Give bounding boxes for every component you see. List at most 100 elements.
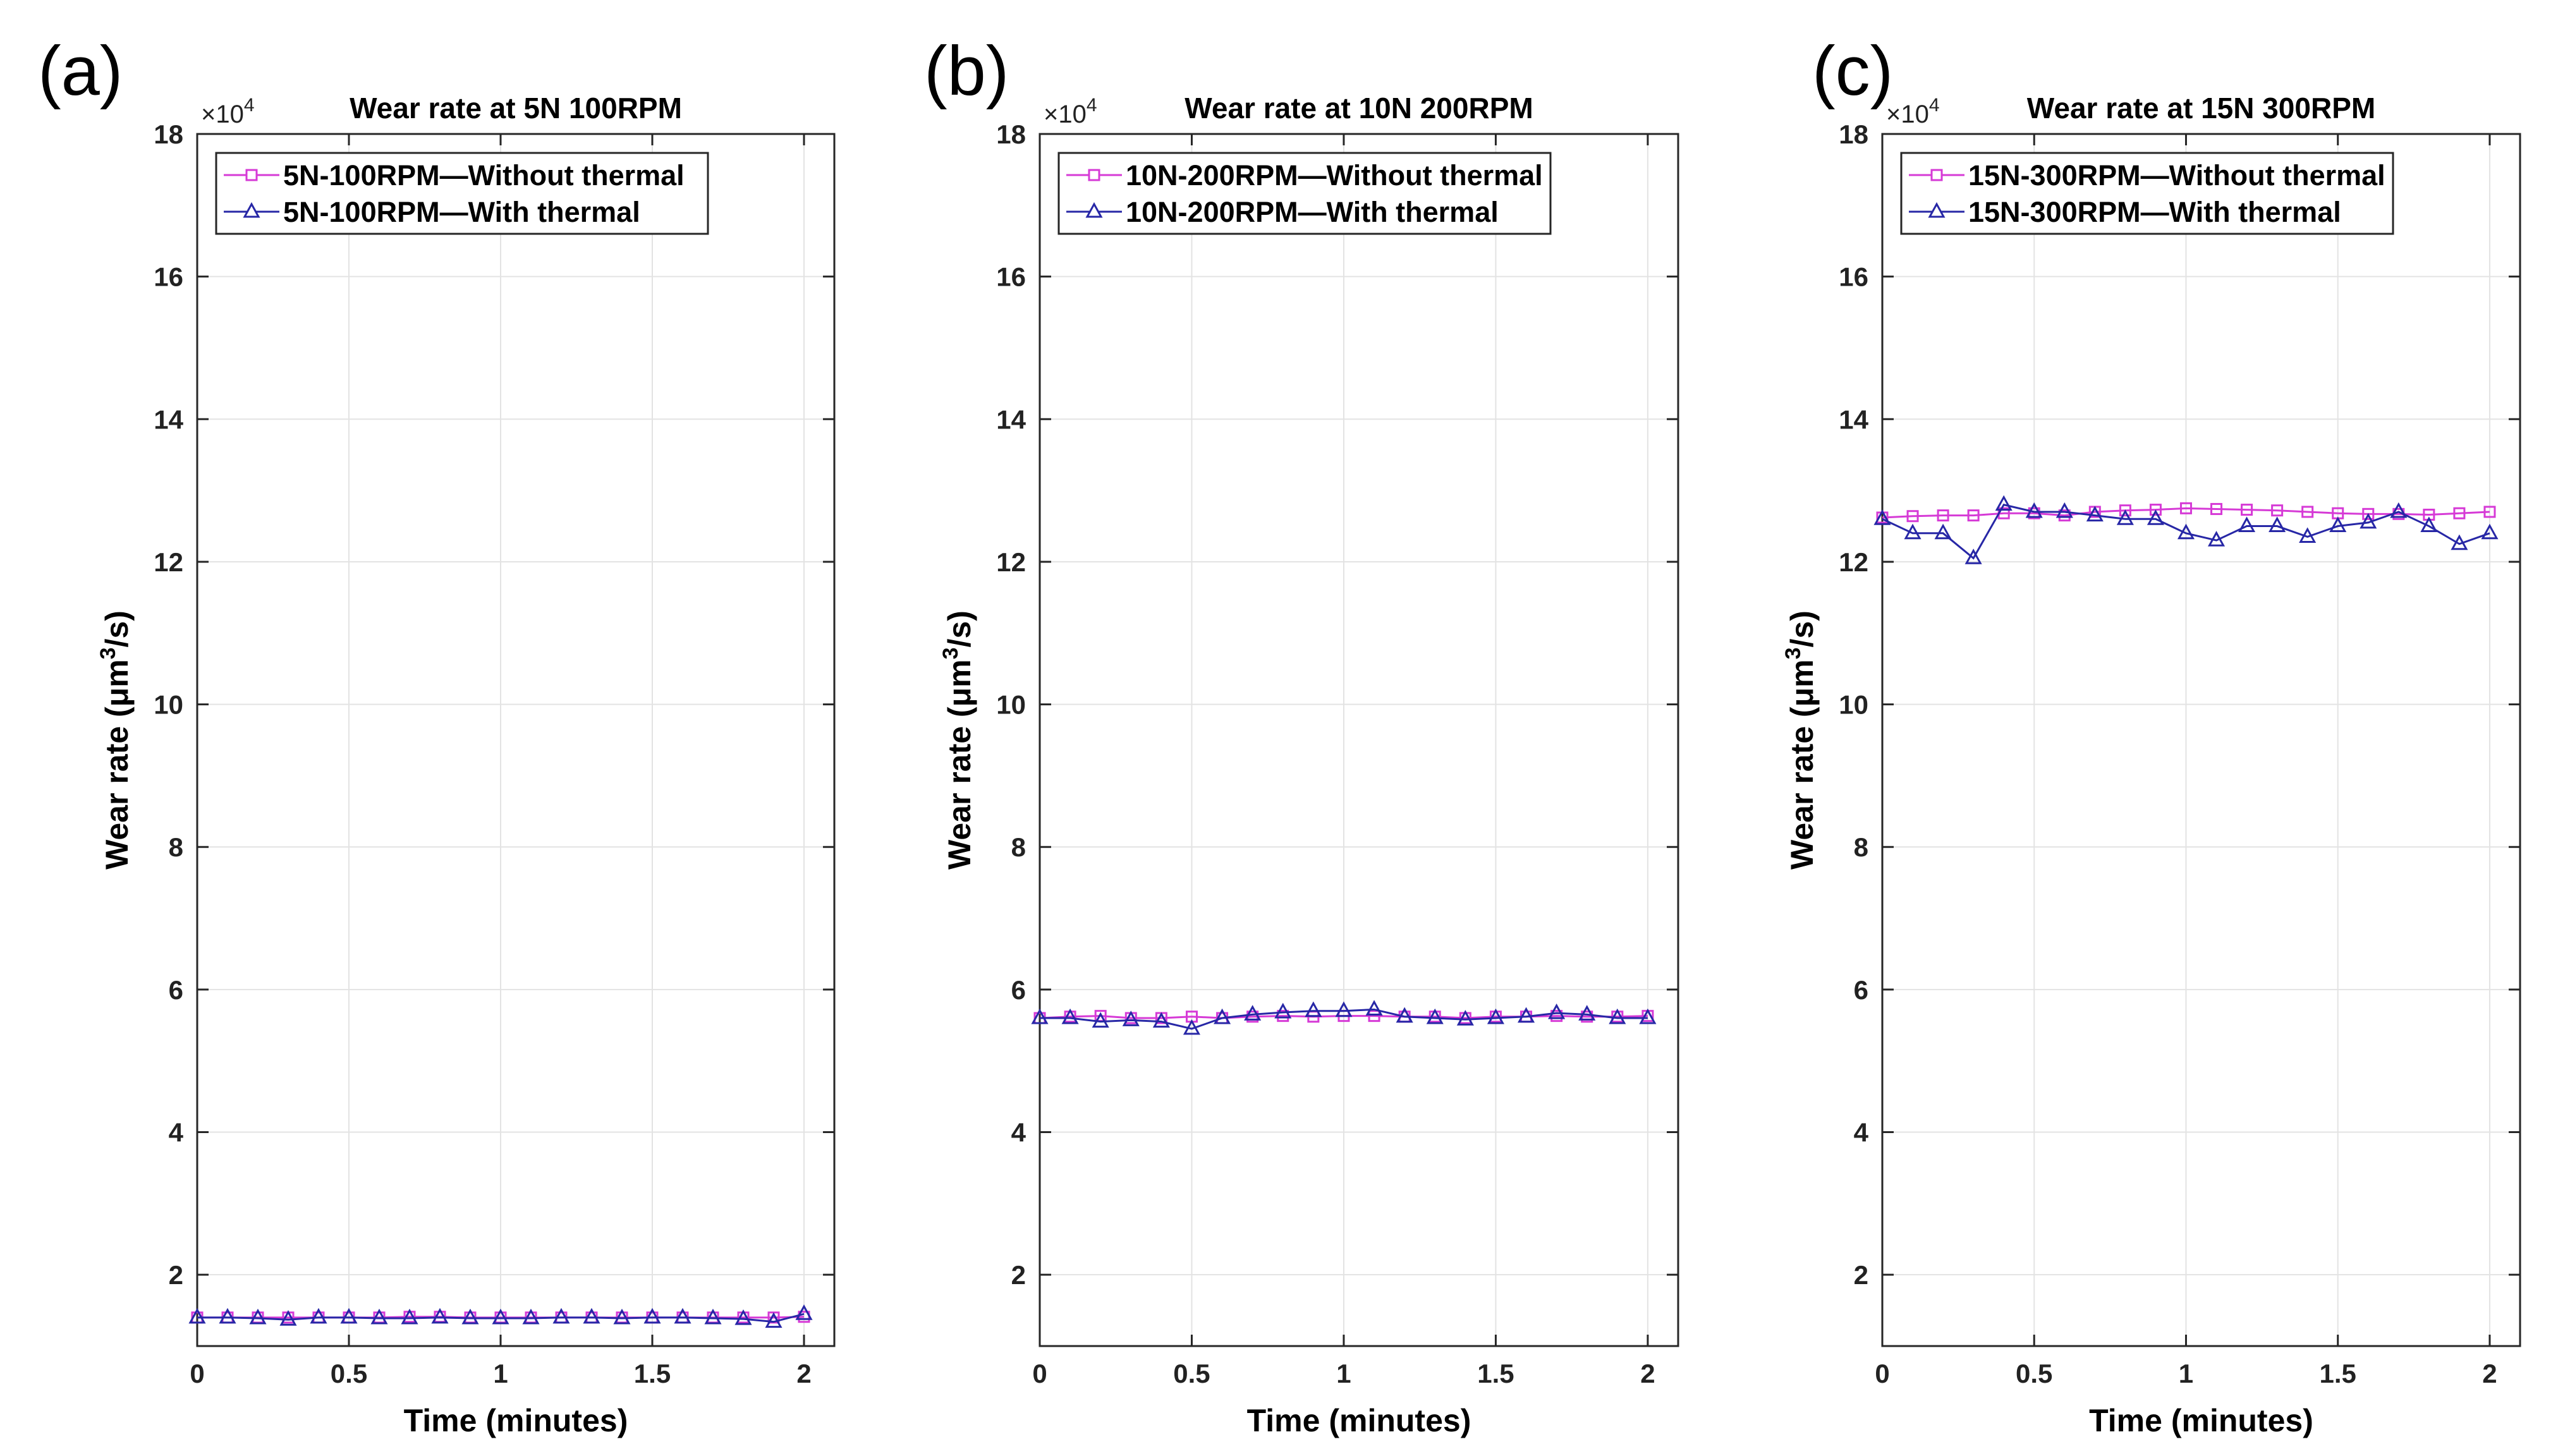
data-point-triangle xyxy=(492,1308,509,1325)
data-point-triangle xyxy=(1092,1012,1109,1028)
y-exponent-label: ×104 xyxy=(201,95,255,128)
data-point-triangle xyxy=(249,1308,267,1325)
data-point-triangle xyxy=(1396,1007,1413,1023)
y-tick-label: 18 xyxy=(996,119,1026,149)
data-point-triangle xyxy=(1335,1001,1353,1017)
data-point-triangle xyxy=(765,1312,783,1328)
plot-area xyxy=(197,134,834,1346)
data-point-triangle xyxy=(219,1307,236,1324)
legend-marker-triangle xyxy=(1928,202,1946,218)
y-tick-label: 2 xyxy=(169,1260,183,1290)
x-tick-label: 2 xyxy=(2482,1359,2497,1388)
legend-box xyxy=(1057,152,1552,235)
data-point-triangle xyxy=(583,1307,600,1324)
y-tick-label: 2 xyxy=(1011,1260,1026,1290)
data-point-triangle xyxy=(431,1307,449,1324)
panel-label: (a) xyxy=(38,32,123,110)
data-point-square xyxy=(1937,509,1949,522)
legend-entry: 10N-200RPM—With thermal xyxy=(1126,196,1499,228)
x-tick-label: 1 xyxy=(1336,1359,1351,1388)
axes-frame xyxy=(1881,133,2521,1347)
data-point-triangle xyxy=(2451,534,2468,550)
data-point-triangle xyxy=(1456,1010,1474,1026)
data-point-triangle xyxy=(2390,502,2408,518)
x-tick-label: 1.5 xyxy=(2320,1359,2356,1388)
x-tick-label: 2 xyxy=(796,1359,811,1388)
y-tick-label: 6 xyxy=(169,975,183,1005)
data-point-triangle xyxy=(2147,509,2164,525)
legend: 15N-300RPM—Without thermal 15N-300RPM—Wit… xyxy=(1900,152,2394,235)
y-tick-label: 12 xyxy=(154,547,183,577)
data-point-square xyxy=(2210,502,2223,515)
x-tick-label: 0 xyxy=(190,1359,204,1388)
y-tick-label: 6 xyxy=(1011,975,1026,1005)
y-tick-label: 12 xyxy=(1839,547,1868,577)
y-tick-label: 14 xyxy=(154,404,183,434)
data-point-triangle xyxy=(188,1307,206,1324)
legend-marker-square xyxy=(1088,169,1100,181)
legend: 10N-200RPM—Without thermal 10N-200RPM—Wit… xyxy=(1057,152,1552,235)
x-tick-label: 1 xyxy=(493,1359,508,1388)
y-axis-label: Wear rate (μm3/s) xyxy=(1781,610,1820,870)
y-axis-label-sup: 3 xyxy=(939,647,963,659)
x-tick-label: 2 xyxy=(1640,1359,1655,1388)
data-point-triangle xyxy=(2420,516,2438,533)
y-tick-label: 10 xyxy=(1839,690,1868,720)
data-point-triangle xyxy=(2238,516,2256,533)
y-tick-label: 2 xyxy=(1854,1260,1868,1290)
data-point-triangle xyxy=(1365,1000,1383,1016)
y-tick-label: 10 xyxy=(154,690,183,720)
data-point-triangle xyxy=(1426,1008,1444,1024)
data-point-square xyxy=(2179,502,2192,514)
y-tick-label: 14 xyxy=(996,404,1026,434)
data-point-triangle xyxy=(461,1308,479,1325)
y-tick-label: 14 xyxy=(1839,404,1868,434)
data-point-triangle xyxy=(1609,1008,1626,1024)
legend-entry: 15N-300RPM—With thermal xyxy=(1968,196,2341,228)
data-point-triangle xyxy=(522,1308,540,1325)
y-axis-label-sup: 3 xyxy=(96,647,120,659)
legend-entry: 5N-100RPM—With thermal xyxy=(283,196,640,228)
data-point-square xyxy=(2119,504,2131,517)
y-exponent-base: ×10 xyxy=(1886,100,1929,128)
x-axis-label: Time (minutes) xyxy=(1247,1403,1471,1438)
y-tick-label: 4 xyxy=(1854,1118,1869,1148)
x-tick-label: 1 xyxy=(2179,1359,2193,1388)
y-tick-label: 8 xyxy=(169,832,183,862)
y-axis-label: Wear rate (μm3/s) xyxy=(96,610,135,870)
data-point-triangle xyxy=(1964,549,1982,564)
legend-box xyxy=(215,152,709,235)
data-point-square xyxy=(2362,507,2375,520)
data-point-triangle xyxy=(2269,516,2286,533)
series-line-1 xyxy=(1040,1008,1648,1030)
legend: 5N-100RPM—Without thermal 5N-100RPM—With … xyxy=(215,152,709,235)
data-point-triangle xyxy=(1274,1002,1292,1019)
data-point-square xyxy=(2483,506,2496,518)
data-point-triangle xyxy=(2360,513,2377,529)
y-tick-label: 4 xyxy=(1011,1118,1026,1148)
data-point-triangle xyxy=(2177,523,2195,540)
x-axis-label: Time (minutes) xyxy=(404,1403,628,1438)
series-line-1 xyxy=(1882,503,2490,560)
y-tick-label: 16 xyxy=(996,262,1026,292)
legend-box xyxy=(1900,152,2394,235)
x-tick-label: 0.5 xyxy=(2016,1359,2052,1388)
y-exponent-base: ×10 xyxy=(1044,100,1087,128)
data-point-square xyxy=(1906,510,1919,523)
data-point-triangle xyxy=(2025,502,2043,518)
legend-marker-square xyxy=(1930,169,1943,181)
data-point-triangle xyxy=(1578,1005,1596,1021)
data-point-square xyxy=(1967,509,1980,522)
data-point-triangle xyxy=(1517,1007,1535,1023)
plot-area xyxy=(1882,134,2520,1346)
axes-frame xyxy=(1038,133,1679,1347)
data-point-square xyxy=(2271,504,2284,517)
chart-title: Wear rate at 10N 200RPM xyxy=(1185,92,1533,124)
data-point-triangle xyxy=(2481,523,2499,540)
data-point-triangle xyxy=(2086,506,2104,522)
y-tick-label: 8 xyxy=(1854,832,1868,862)
